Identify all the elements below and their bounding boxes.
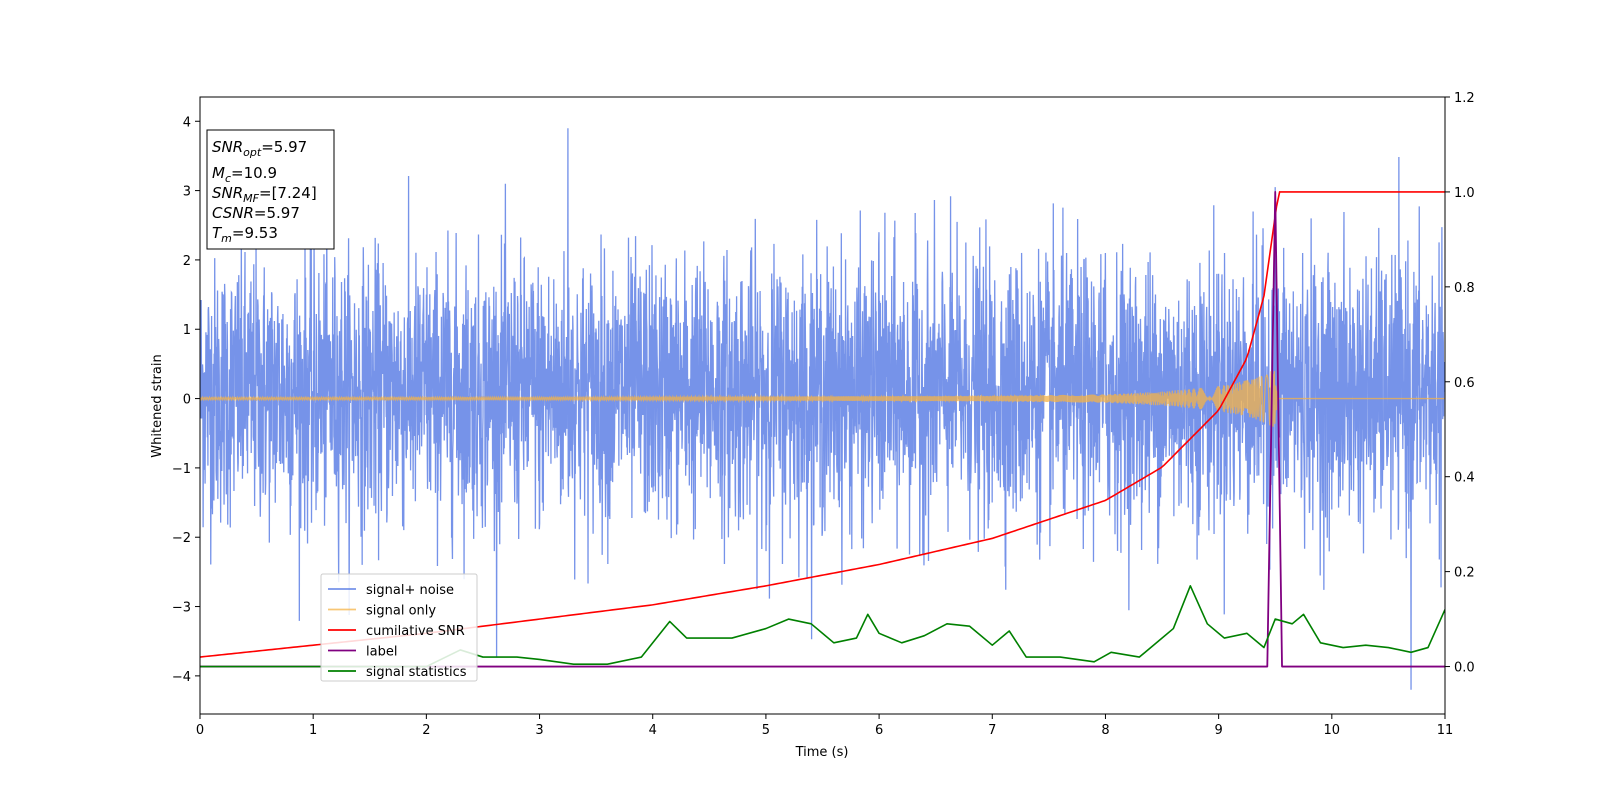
y-right-tick-label: 1.2 (1454, 91, 1475, 106)
x-tick-label: 2 (422, 723, 430, 738)
series-signal-statistics (200, 585, 1445, 668)
y-left-tick-label: 3 (183, 185, 191, 200)
y-left-tick-label: −1 (172, 462, 191, 477)
x-tick-label: 5 (762, 723, 770, 738)
y-left-tick-label: 0 (183, 393, 191, 408)
legend-label: signal statistics (366, 665, 467, 680)
y-right-tick-label: 0.6 (1454, 376, 1475, 391)
x-tick-label: 9 (1214, 723, 1222, 738)
x-tick-label: 1 (309, 723, 317, 738)
x-tick-label: 0 (196, 723, 204, 738)
x-tick-label: 4 (649, 723, 657, 738)
x-axis-label: Time (s) (795, 745, 849, 760)
x-axis: 0 1 2 3 4 5 6 7 8 9 10 11 (196, 714, 1453, 738)
y-axis-right: 1.2 1.0 0.8 0.6 0.4 0.2 0.0 (1445, 91, 1475, 676)
y-left-tick-label: −3 (172, 601, 191, 616)
snr-annotation-box: SNRopt=5.97 Mc=10.9 SNRMF=[7.24] CSNR=5.… (206, 129, 335, 250)
annotation-snr-mf: SNRMF=[7.24] (212, 184, 317, 205)
legend: signal+ noise signal only cumilative SNR la… (320, 573, 478, 682)
y-left-tick-label: 4 (183, 115, 191, 130)
x-tick-label: 10 (1324, 723, 1341, 738)
x-tick-label: 7 (988, 723, 996, 738)
annotation-chirp-mass: Mc=10.9 (212, 164, 277, 185)
annotation-csnr: CSNR=5.97 (212, 204, 300, 222)
series-label (200, 191, 1445, 668)
y-right-tick-label: 1.0 (1454, 186, 1475, 201)
legend-label: cumilative SNR (366, 624, 465, 639)
legend-label: signal+ noise (366, 583, 454, 598)
x-tick-label: 8 (1101, 723, 1109, 738)
annotation-merger-time: Tm=9.53 (212, 224, 278, 245)
series-signal-only (200, 371, 1445, 427)
legend-frame (320, 573, 478, 682)
legend-label: signal only (366, 604, 436, 619)
y-left-tick-label: 1 (183, 323, 191, 338)
x-tick-label: 11 (1437, 723, 1454, 738)
annotation-snr-opt: SNRopt=5.97 (212, 138, 307, 159)
y-left-tick-label: −2 (172, 531, 191, 546)
y-right-tick-label: 0.8 (1454, 281, 1475, 296)
y-right-tick-label: 0.0 (1454, 661, 1475, 676)
y-axis-label-left: Whitened strain (150, 354, 165, 457)
y-left-tick-label: 2 (183, 254, 191, 269)
x-tick-label: 6 (875, 723, 883, 738)
legend-label: label (366, 645, 397, 660)
x-tick-label: 3 (535, 723, 543, 738)
y-left-tick-label: −4 (172, 670, 191, 685)
plot-frame (199, 96, 1446, 715)
y-right-tick-label: 0.2 (1454, 566, 1475, 581)
y-axis-left: 4 3 2 1 0 −1 −2 −3 −4 (172, 115, 200, 685)
y-right-tick-label: 0.4 (1454, 471, 1475, 486)
